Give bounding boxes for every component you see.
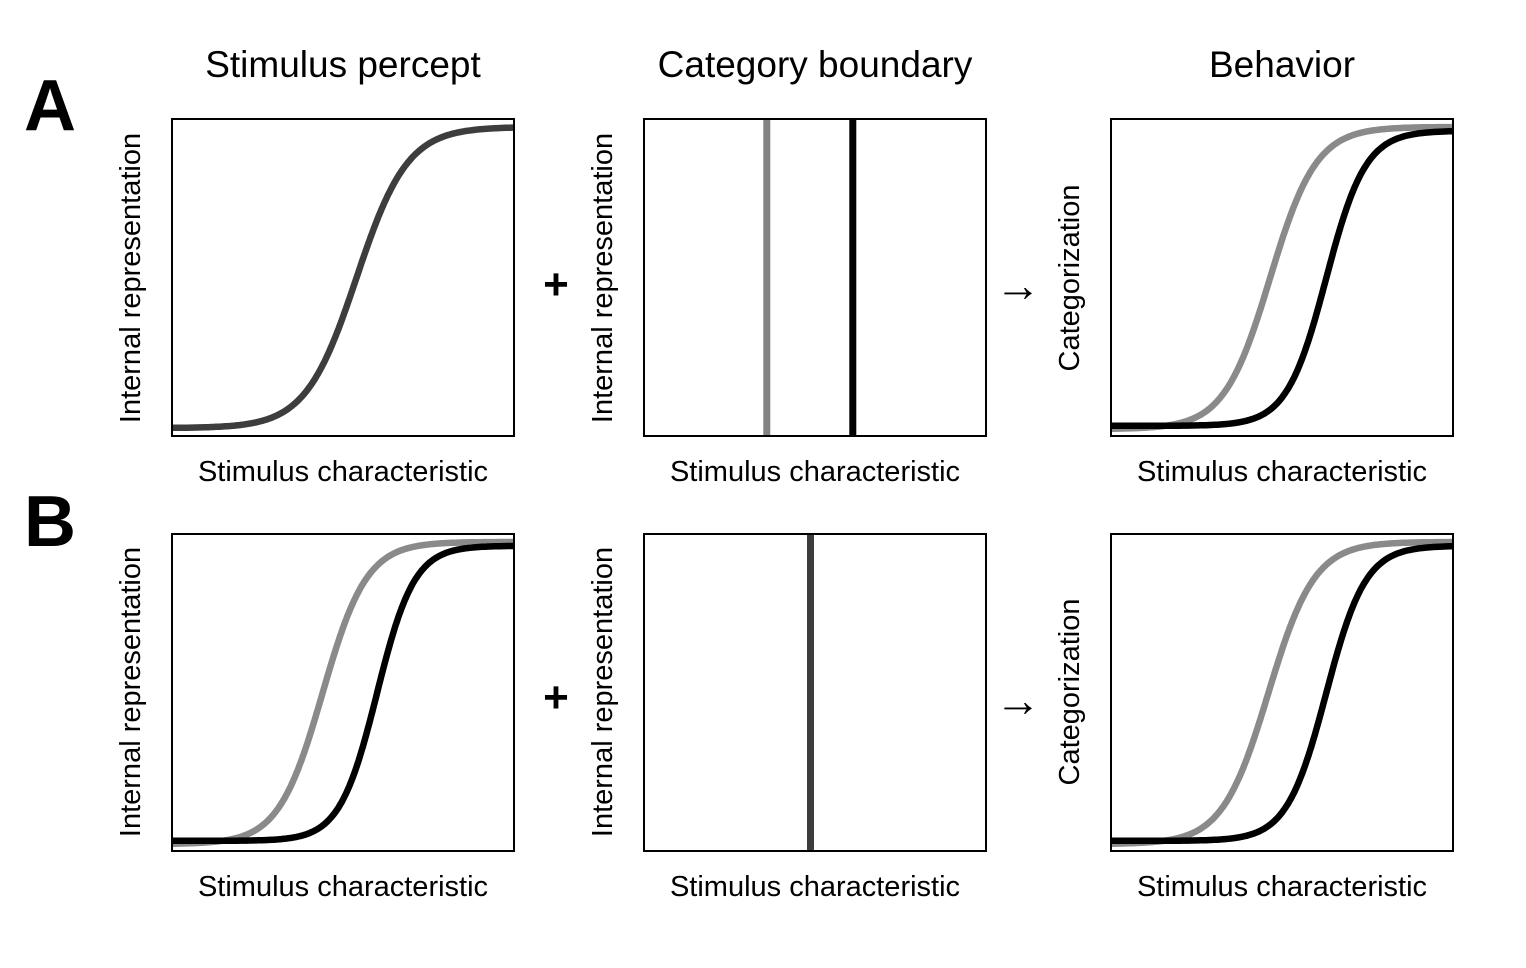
y-axis-label-b2: Internal representation [587, 546, 619, 838]
title-stimulus-percept: Stimulus percept [205, 44, 481, 85]
behavior-gray-sigmoid [1112, 538, 1452, 847]
behavior-black-sigmoid [1112, 128, 1452, 430]
behavior-black-sigmoid [1112, 543, 1452, 845]
plot-b2-category-boundary [643, 533, 987, 852]
plot-border [171, 118, 515, 437]
plus-operator-row-b: + [543, 673, 569, 722]
title-behavior: Behavior [1208, 44, 1356, 85]
y-axis-label-b1: Internal representation [115, 546, 147, 838]
row-label-b: B [24, 482, 76, 562]
x-axis-label-a2: Stimulus characteristic [669, 456, 961, 488]
percept-black-sigmoid [173, 542, 513, 845]
x-axis-label-a1: Stimulus characteristic [197, 456, 489, 488]
y-axis-label-a2: Internal representation [587, 132, 619, 424]
plot-a1-stimulus-percept [171, 118, 515, 437]
x-axis-label-b3: Stimulus characteristic [1136, 871, 1428, 903]
y-axis-label-a1: Internal representation [115, 132, 147, 424]
x-axis-label-b2: Stimulus characteristic [669, 871, 961, 903]
plot-b1-stimulus-percept [171, 533, 515, 852]
plot-border [1110, 118, 1454, 437]
plot-a3-behavior [1110, 118, 1454, 437]
right-arrow-icon-row-a: → [995, 259, 1041, 311]
plot-border [1110, 533, 1454, 852]
plot-b3-behavior [1110, 533, 1454, 852]
plot-border [643, 118, 987, 437]
right-arrow-icon-row-b: → [995, 674, 1041, 726]
plot-border [171, 533, 515, 852]
plot-border [643, 533, 987, 852]
percept-sigmoid [173, 124, 513, 432]
plus-operator-row-a: + [543, 260, 569, 309]
title-category-boundary: Category boundary [657, 44, 973, 85]
row-label-a: A [24, 66, 76, 146]
x-axis-label-a3: Stimulus characteristic [1136, 456, 1428, 488]
x-axis-label-b1: Stimulus characteristic [197, 871, 489, 903]
behavior-gray-sigmoid [1112, 123, 1453, 432]
plot-a2-category-boundary [643, 118, 987, 437]
